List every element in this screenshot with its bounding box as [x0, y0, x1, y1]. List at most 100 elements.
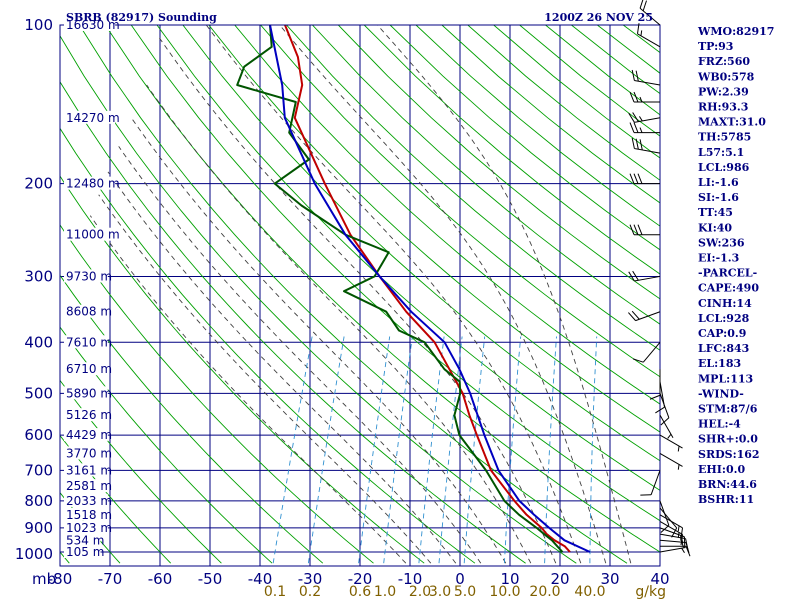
wind-barb-half-flag: [640, 30, 643, 36]
wind-barb-flag: [631, 137, 635, 149]
wind-barb-half-flag: [677, 464, 680, 470]
wind-barb-flag: [637, 224, 643, 235]
mixing-ratio-label: 0.1: [264, 584, 286, 600]
wind-barb-flag: [632, 270, 639, 281]
index-entry: SHR+:0.0: [698, 433, 758, 446]
pressure-tick-label: 600: [24, 426, 53, 444]
wind-barb-flag: [629, 91, 635, 103]
index-entry: -WIND-: [698, 387, 744, 400]
moist-adiabat: [205, 25, 582, 564]
pressure-tick-label: 400: [24, 333, 53, 351]
temperature-tick-label: -40: [248, 570, 273, 588]
wind-barb: [649, 369, 661, 400]
wind-barb: [640, 470, 661, 496]
temperature-tick-label: 30: [600, 570, 619, 588]
height-label: 5890 m: [66, 386, 112, 400]
height-label: 105 m: [66, 545, 104, 559]
moist-adiabat: [130, 117, 507, 564]
wind-barb-staff: [659, 507, 678, 529]
chart-time: 1200Z 26 NOV 25: [544, 11, 653, 24]
moist-adiabat: [146, 84, 532, 564]
index-entry: LCL:986: [698, 161, 750, 174]
wind-barb: [629, 224, 660, 236]
height-label-bg: [64, 520, 108, 534]
wind-barb-flag: [629, 173, 635, 184]
height-label-bg: [64, 335, 108, 349]
wind-barb-flag: [629, 224, 635, 235]
temperature-tick-label: -70: [98, 570, 123, 588]
height-label-bg: [64, 545, 101, 558]
wind-barb-half-flag: [639, 127, 643, 133]
height-label-bg: [64, 408, 108, 422]
wind-barb-flag: [631, 310, 640, 320]
wind-barb-half-flag: [677, 532, 680, 538]
temperature-tick-label: -50: [198, 570, 223, 588]
height-label-bg: [64, 479, 108, 493]
index-entry: CINH:14: [698, 297, 752, 310]
wind-barb: [629, 122, 660, 134]
mixing-ratio-label: 2.0: [409, 584, 431, 600]
index-entry: EHI:0.0: [698, 463, 745, 476]
height-label-bg: [64, 386, 108, 400]
height-label: 8608 m: [66, 305, 112, 319]
index-entry: SI:-1.6: [698, 191, 739, 204]
height-label-bg: [64, 533, 101, 547]
mixing-ratio-label: 0.6: [349, 584, 371, 600]
wind-barb: [655, 381, 666, 414]
temperature-tick-label: 20: [550, 570, 569, 588]
wind-barb-flag: [680, 534, 684, 546]
dry-adiabat: [208, 25, 660, 433]
height-label: 4429 m: [66, 428, 112, 442]
wind-barb: [659, 507, 678, 538]
wind-barb-half-flag: [677, 525, 680, 532]
temperature-tick-label: -10: [398, 570, 423, 588]
wind-barb-staff: [637, 33, 661, 48]
height-label-bg: [64, 428, 108, 442]
temperature-tick-label: 0: [455, 570, 465, 588]
moist-adiabat: [377, 25, 632, 564]
height-label: 6710 m: [66, 362, 112, 376]
dry-adiabat: [60, 274, 324, 564]
mixing-ratio-label: 3.0: [429, 584, 451, 600]
dry-adiabat: [363, 25, 660, 275]
wind-barb-flag: [635, 138, 639, 150]
dry-adiabat: [156, 25, 660, 491]
pressure-tick-label: 800: [24, 492, 53, 510]
height-label: 3161 m: [66, 463, 112, 477]
wind-barb-staff: [634, 80, 661, 86]
wind-barb-flag: [631, 69, 635, 81]
wind-barb-flag: [628, 312, 636, 321]
wind-barb: [632, 341, 661, 363]
dry-adiabat: [182, 25, 660, 462]
wind-barb-staff: [639, 7, 661, 26]
dry-adiabat: [60, 551, 70, 564]
dry-adiabat: [79, 25, 628, 564]
index-entry: TH:5785: [698, 131, 751, 144]
index-entry: CAPE:490: [698, 282, 759, 295]
wind-barb-staff: [634, 117, 661, 123]
moist-adiabat: [279, 25, 607, 564]
index-entry: LFC:843: [698, 342, 749, 355]
wind-barb: [628, 310, 661, 322]
wind-barb-half-flag: [639, 96, 643, 103]
wind-barb-staff: [659, 500, 670, 526]
diagram-grid: [60, 25, 660, 566]
mixing-ratio-label: 1.0: [374, 584, 396, 600]
wind-barb-flag: [632, 358, 644, 363]
moist-adiabat: [107, 171, 457, 564]
temperature-tick-label: 40: [650, 570, 669, 588]
dry-adiabat: [234, 25, 660, 405]
height-label: 7610 m: [66, 335, 112, 349]
wind-barb: [659, 546, 686, 554]
axis-labels: 0.1 0.2 0.6 1.0 2.03.0 5.0 10.0 20.0 40.0 g/kg100…: [15, 16, 670, 600]
moist-adiabat: [89, 215, 407, 564]
wind-barb: [631, 69, 661, 86]
wind-barb-flag: [660, 524, 670, 533]
height-label: 12480 m: [66, 177, 120, 191]
wind-barb-column: [628, 0, 691, 557]
wind-barb: [628, 112, 661, 123]
height-label: 2033 m: [66, 494, 112, 508]
wind-barb-staff: [634, 148, 661, 154]
height-label: 5126 m: [66, 408, 112, 422]
